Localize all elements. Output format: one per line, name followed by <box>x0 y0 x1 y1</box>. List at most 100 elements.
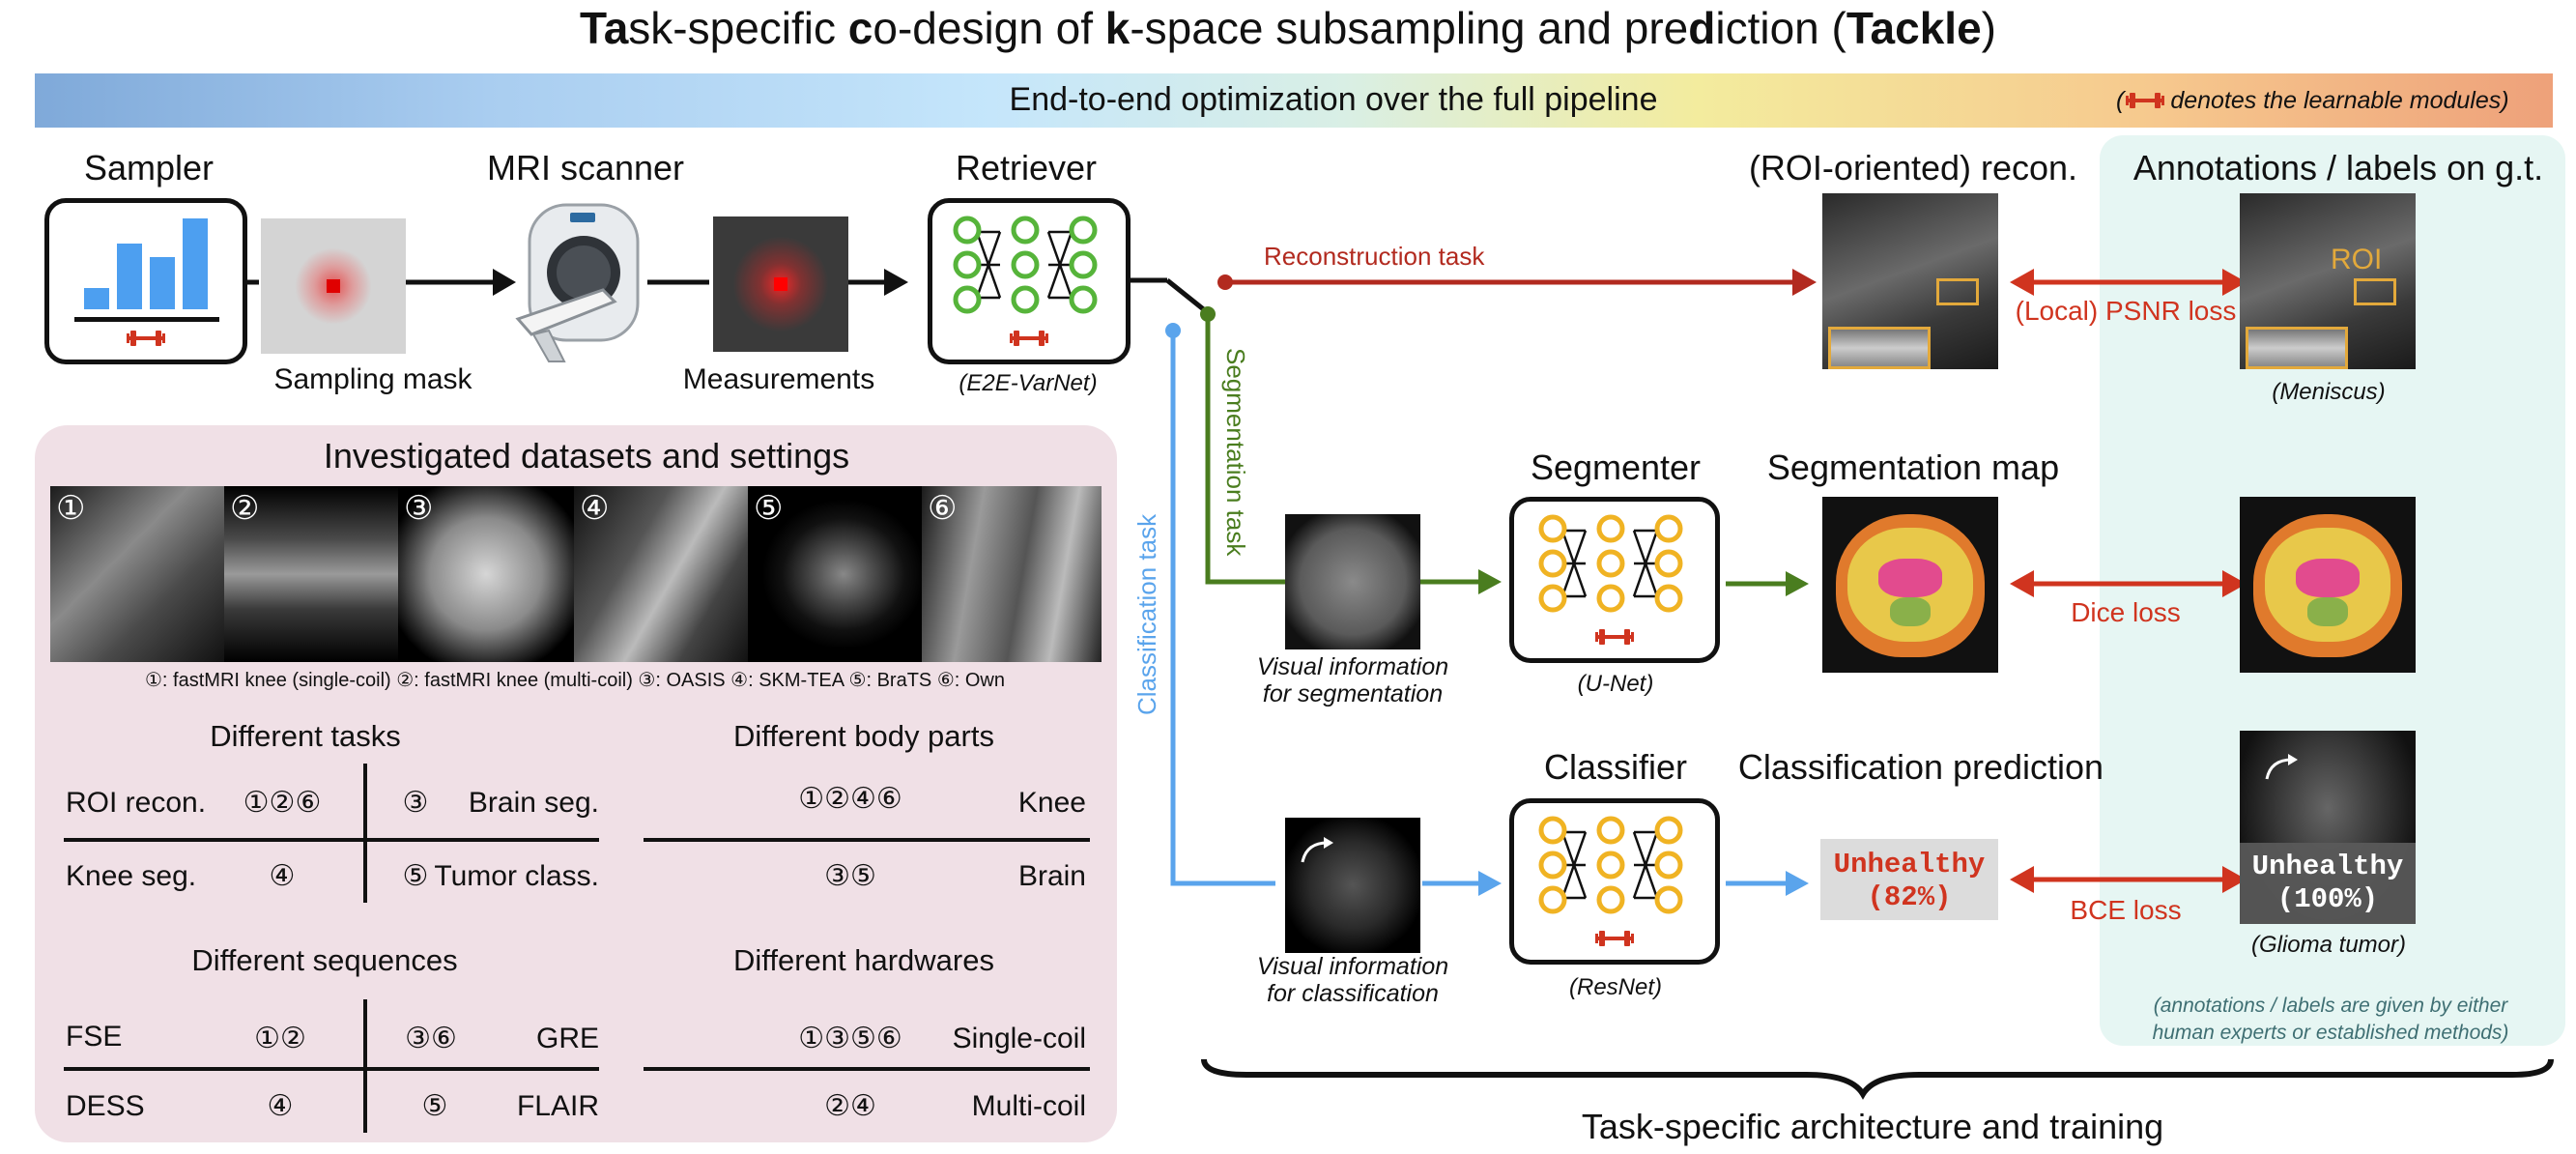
gt-text-1: Unhealthy <box>2251 851 2404 882</box>
bar-chart-icon <box>74 218 219 346</box>
network-icon <box>953 216 1098 346</box>
glioma-label: (Glioma tumor) <box>2250 932 2407 958</box>
annotation-note-line1: (annotations / labels are given by eithe… <box>2153 995 2508 1017</box>
body-parts-row2-ids: ③⑤ <box>824 860 876 892</box>
title-segment-4: k <box>1104 3 1131 53</box>
title-segment-1: sk-specific <box>628 3 848 53</box>
meniscus-label: (Meniscus) <box>2272 379 2386 405</box>
sequences-row2-right-label: FLAIR <box>516 1090 599 1122</box>
segmenter-header: Segmenter <box>1530 447 1702 487</box>
cls-visual-info-line1: Visual information <box>1256 953 1449 980</box>
seg-visual-info-line2: for segmentation <box>1262 680 1444 707</box>
retriever-model-label: (E2E-VarNet) <box>959 370 1098 396</box>
sampling-mask-label: Sampling mask <box>273 363 472 395</box>
sequences-row1-right-ids: ③⑥ <box>405 1023 457 1054</box>
banner-note-text: denotes the learnable modules) <box>2170 87 2509 114</box>
tasks-horizontal-divider <box>64 838 599 842</box>
measurements-image <box>713 216 848 352</box>
bce-loss-arrow <box>2010 866 2247 893</box>
dataset-image-1: ① <box>50 486 224 662</box>
tasks-row1-left-ids: ①②⑥ <box>243 787 322 819</box>
hardwares-title: Different hardwares <box>733 943 994 977</box>
body-parts-row1-label: Knee <box>1017 787 1086 819</box>
banner-text: End-to-end optimization over the full pi… <box>1009 81 1658 118</box>
cls-input-brain-image <box>1285 818 1420 953</box>
tasks-vertical-divider <box>363 764 367 903</box>
segmentation-map-header: Segmentation map <box>1766 447 2060 487</box>
tasks-row2-left-label: Knee seg. <box>66 860 197 892</box>
arrowhead <box>1786 571 1809 596</box>
figure-title: Task-specific co-design of k-space subsa… <box>580 6 1996 50</box>
arrowhead <box>884 269 908 296</box>
psnr-loss-label: (Local) PSNR loss <box>2015 296 2237 326</box>
body-parts-row1-ids: ①②④⑥ <box>798 783 902 815</box>
arrowhead <box>493 269 516 296</box>
sequences-row2-left-label: DESS <box>66 1090 145 1122</box>
body-parts-row2-label: Brain <box>1017 860 1086 892</box>
roi-recon-header: (ROI-oriented) recon. <box>1748 148 2078 188</box>
title-segment-7: iction ( <box>1715 3 1846 53</box>
title-segment-8: Tackle <box>1846 3 1982 53</box>
title-segment-3: o-design of <box>873 3 1105 53</box>
tasks-row1-right-label: Brain seg. <box>468 787 599 819</box>
sequences-row1-right-label: GRE <box>535 1023 599 1054</box>
dataset-image-5: ⑤ <box>748 486 922 662</box>
title-segment-0: Ta <box>580 3 629 53</box>
dataset-number-6: ⑥ <box>928 490 958 527</box>
measurements-label: Measurements <box>682 363 875 395</box>
retriever-header: Retriever <box>955 148 1098 188</box>
tasks-row1-left-label: ROI recon. <box>66 787 207 819</box>
dataset-number-4: ④ <box>580 490 610 527</box>
seg-input-brain-image <box>1285 514 1420 649</box>
gt-knee-image: ROI <box>2240 193 2416 369</box>
dataset-number-2: ② <box>230 490 260 527</box>
body-parts-divider <box>644 838 1090 842</box>
hardwares-row1-label: Single-coil <box>952 1023 1086 1054</box>
dataset-image-4: ④ <box>574 486 748 662</box>
gt-label-badge <box>2240 843 2416 924</box>
dice-loss-label: Dice loss <box>2071 597 2181 627</box>
dice-loss-arrow <box>2010 570 2247 597</box>
dataset-image-6: ⑥ <box>922 486 1102 662</box>
bottom-brace <box>1201 1058 2554 1100</box>
gt-seg-map-image <box>2240 497 2416 673</box>
gt-text-2: (100%) <box>2276 883 2379 915</box>
roi-label: ROI <box>2331 244 2383 275</box>
hardwares-divider <box>644 1067 1090 1071</box>
tasks-row1-right-ids: ③ <box>402 787 429 819</box>
classification-prediction-header: Classification prediction <box>1737 747 2104 787</box>
arrowhead <box>1786 871 1809 896</box>
tasks-row2-right-label: Tumor class. <box>434 860 599 892</box>
sequences-row2-left-ids: ④ <box>267 1090 294 1122</box>
dumbbell-icon <box>1595 931 1634 946</box>
dumbbell-icon <box>1595 629 1634 645</box>
title-segment-2: c <box>847 3 873 53</box>
tasks-row2-right-ids: ⑤ <box>402 860 429 892</box>
sequences-row1-left-ids: ①② <box>254 1023 306 1054</box>
classifier-model-label: (ResNet) <box>1568 974 1663 1000</box>
network-icon <box>1538 514 1683 645</box>
bce-loss-label: BCE loss <box>2070 895 2182 925</box>
retriever-box <box>928 198 1131 364</box>
hardwares-row1-ids: ①③⑤⑥ <box>798 1023 902 1054</box>
bottom-label: Task-specific architecture and training <box>1581 1107 2164 1146</box>
sequences-vertical-divider <box>363 999 367 1133</box>
dataset-legend: ①: fastMRI knee (single-coil) ②: fastMRI… <box>145 670 1005 691</box>
arrowhead <box>1478 871 1502 896</box>
dataset-number-5: ⑤ <box>754 490 784 527</box>
annotations-header: Annotations / labels on g.t. <box>2132 148 2544 188</box>
segmenter-model-label: (U-Net) <box>1577 671 1654 697</box>
hardwares-row2-ids: ②④ <box>824 1090 876 1122</box>
tasks-title: Different tasks <box>210 719 401 753</box>
banner-note: (denotes the learnable modules) <box>2116 89 2509 113</box>
prediction-badge: Unhealthy (82%) <box>1820 839 1998 920</box>
sequences-row1-left-label: FSE <box>66 1021 123 1053</box>
mri-scanner-header: MRI scanner <box>486 148 685 188</box>
arrow-indicator-icon <box>2265 754 2298 780</box>
title-segment-9: ) <box>1981 3 1996 53</box>
dataset-number-1: ① <box>56 490 86 527</box>
body-parts-title: Different body parts <box>733 719 994 753</box>
sampling-mask-image <box>261 218 406 354</box>
mri-scanner-icon <box>515 203 640 362</box>
datasets-title: Investigated datasets and settings <box>323 436 850 476</box>
